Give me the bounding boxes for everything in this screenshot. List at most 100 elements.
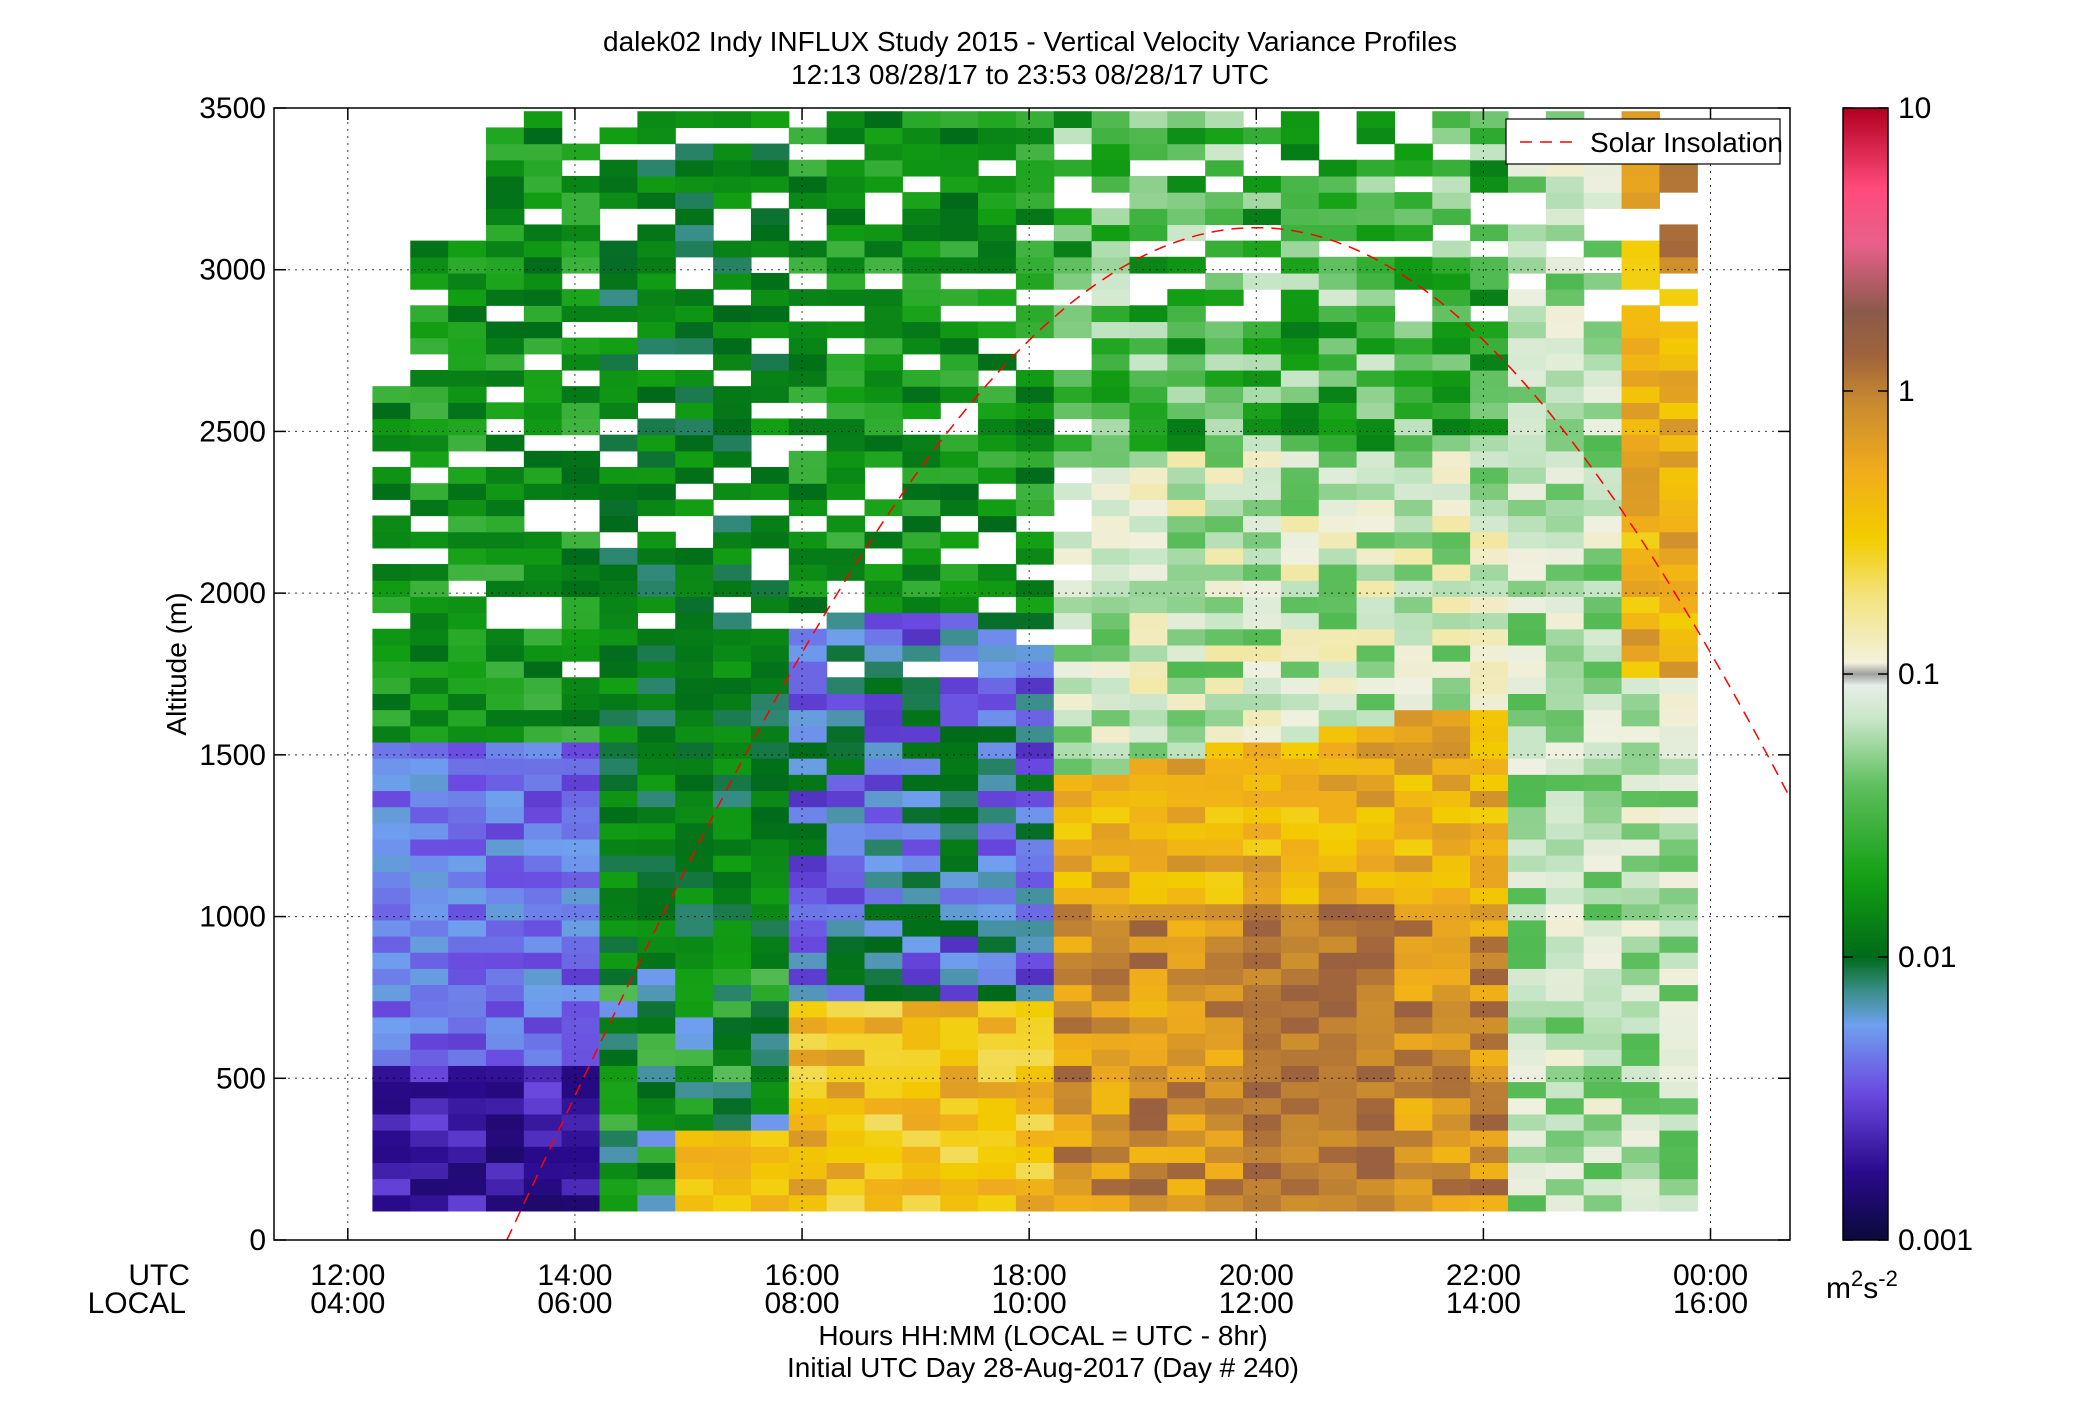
heatmap-cell bbox=[637, 693, 676, 711]
heatmap-cell bbox=[978, 709, 1017, 727]
heatmap-cell bbox=[978, 693, 1017, 711]
heatmap-cell bbox=[1167, 677, 1206, 694]
heatmap-cell bbox=[410, 871, 449, 889]
heatmap-cell bbox=[1091, 159, 1131, 177]
heatmap-cell bbox=[1432, 1000, 1471, 1018]
heatmap-cell bbox=[864, 887, 903, 905]
heatmap-cell bbox=[1167, 224, 1206, 242]
heatmap-cell bbox=[410, 1000, 449, 1018]
heatmap-cell bbox=[599, 677, 638, 694]
heatmap-cell bbox=[599, 693, 638, 711]
heatmap-cell bbox=[1432, 919, 1471, 937]
heatmap-cell bbox=[788, 709, 828, 727]
heatmap-cell bbox=[713, 1113, 752, 1131]
heatmap-cell bbox=[902, 871, 941, 889]
heatmap-cell bbox=[1318, 758, 1358, 775]
heatmap-cell bbox=[1015, 1130, 1055, 1147]
heatmap-cell bbox=[599, 564, 638, 581]
heatmap-cell bbox=[1394, 644, 1433, 662]
heatmap-cell bbox=[902, 289, 941, 306]
heatmap-cell bbox=[410, 1081, 449, 1099]
heatmap-cell bbox=[410, 677, 449, 694]
heatmap-cell bbox=[1053, 790, 1093, 808]
heatmap-cell bbox=[637, 806, 676, 824]
heatmap-cell bbox=[1091, 111, 1131, 128]
heatmap-cell bbox=[1470, 1049, 1509, 1066]
heatmap-cell bbox=[864, 903, 903, 921]
heatmap-cell bbox=[523, 305, 563, 323]
heatmap-cell bbox=[1394, 499, 1433, 517]
heatmap-cell bbox=[410, 418, 449, 436]
heatmap-cell bbox=[372, 1049, 411, 1066]
heatmap-cell bbox=[1091, 515, 1131, 533]
x-tick-label-utc: 12:00 bbox=[310, 1259, 385, 1292]
heatmap-cell bbox=[826, 111, 866, 128]
heatmap-cell bbox=[902, 693, 941, 711]
heatmap-cell bbox=[978, 386, 1017, 403]
heatmap-cell bbox=[1659, 224, 1698, 242]
heatmap-cell bbox=[1053, 272, 1093, 290]
heatmap-cell bbox=[788, 935, 828, 953]
heatmap-cell bbox=[1129, 483, 1168, 500]
heatmap-cell bbox=[1015, 838, 1055, 856]
heatmap-cell bbox=[902, 1097, 941, 1115]
heatmap-cell bbox=[675, 919, 714, 937]
heatmap-cell bbox=[1318, 741, 1358, 759]
heatmap-cell bbox=[410, 272, 449, 290]
heatmap-cell bbox=[485, 644, 525, 662]
heatmap-cell bbox=[1583, 790, 1623, 808]
heatmap-cell bbox=[1621, 1130, 1661, 1147]
heatmap-cell bbox=[826, 1065, 866, 1083]
heatmap-cell bbox=[1091, 240, 1131, 258]
heatmap-cell bbox=[1621, 919, 1661, 937]
heatmap-cell bbox=[523, 725, 563, 743]
heatmap-cell bbox=[372, 1065, 411, 1083]
heatmap-cell bbox=[713, 321, 752, 339]
heatmap-cell bbox=[1470, 467, 1509, 484]
heatmap-cell bbox=[1167, 628, 1206, 646]
heatmap-cell bbox=[485, 547, 525, 565]
heatmap-cell bbox=[1583, 1097, 1623, 1115]
heatmap-cell bbox=[902, 159, 941, 177]
heatmap-cell bbox=[750, 369, 790, 387]
heatmap-cell bbox=[410, 1162, 449, 1180]
heatmap-cell bbox=[1053, 1049, 1093, 1066]
x-tick-label-local: 10:00 bbox=[992, 1287, 1067, 1320]
heatmap-cell bbox=[978, 1097, 1017, 1115]
heatmap-cell bbox=[1015, 1178, 1055, 1196]
heatmap-cell bbox=[978, 1016, 1017, 1034]
heatmap-cell bbox=[1432, 483, 1471, 500]
heatmap-cell bbox=[372, 531, 411, 549]
heatmap-cell bbox=[1545, 774, 1585, 792]
heatmap-cell bbox=[523, 628, 563, 646]
heatmap-cell bbox=[1432, 822, 1471, 840]
heatmap-cell bbox=[1545, 1162, 1585, 1180]
heatmap-cell bbox=[864, 418, 903, 436]
heatmap-cell bbox=[1205, 1178, 1244, 1196]
heatmap-cell bbox=[1621, 822, 1661, 840]
heatmap-cell bbox=[675, 547, 714, 565]
heatmap-cell bbox=[1167, 369, 1206, 387]
heatmap-cell bbox=[1508, 1130, 1547, 1147]
heatmap-cell bbox=[372, 968, 411, 986]
heatmap-cell bbox=[788, 564, 828, 581]
heatmap-cell bbox=[1053, 919, 1093, 937]
heatmap-cell bbox=[1659, 1016, 1698, 1034]
heatmap-cell bbox=[1394, 434, 1433, 452]
heatmap-cell bbox=[940, 531, 979, 549]
heatmap-cell bbox=[1545, 272, 1585, 290]
heatmap-cell bbox=[1129, 256, 1168, 274]
heatmap-cell bbox=[1053, 661, 1093, 678]
heatmap-cell bbox=[1091, 386, 1131, 403]
heatmap-cell bbox=[978, 192, 1017, 209]
heatmap-cell bbox=[675, 952, 714, 969]
heatmap-cell bbox=[826, 935, 866, 953]
heatmap-cell bbox=[1205, 903, 1244, 921]
heatmap-cell bbox=[788, 887, 828, 905]
heatmap-cell bbox=[1394, 919, 1433, 937]
heatmap-cell bbox=[864, 564, 903, 581]
heatmap-cell bbox=[523, 272, 563, 290]
heatmap-cell bbox=[1280, 580, 1320, 597]
heatmap-cell bbox=[1318, 547, 1358, 565]
heatmap-cell bbox=[1053, 369, 1093, 387]
